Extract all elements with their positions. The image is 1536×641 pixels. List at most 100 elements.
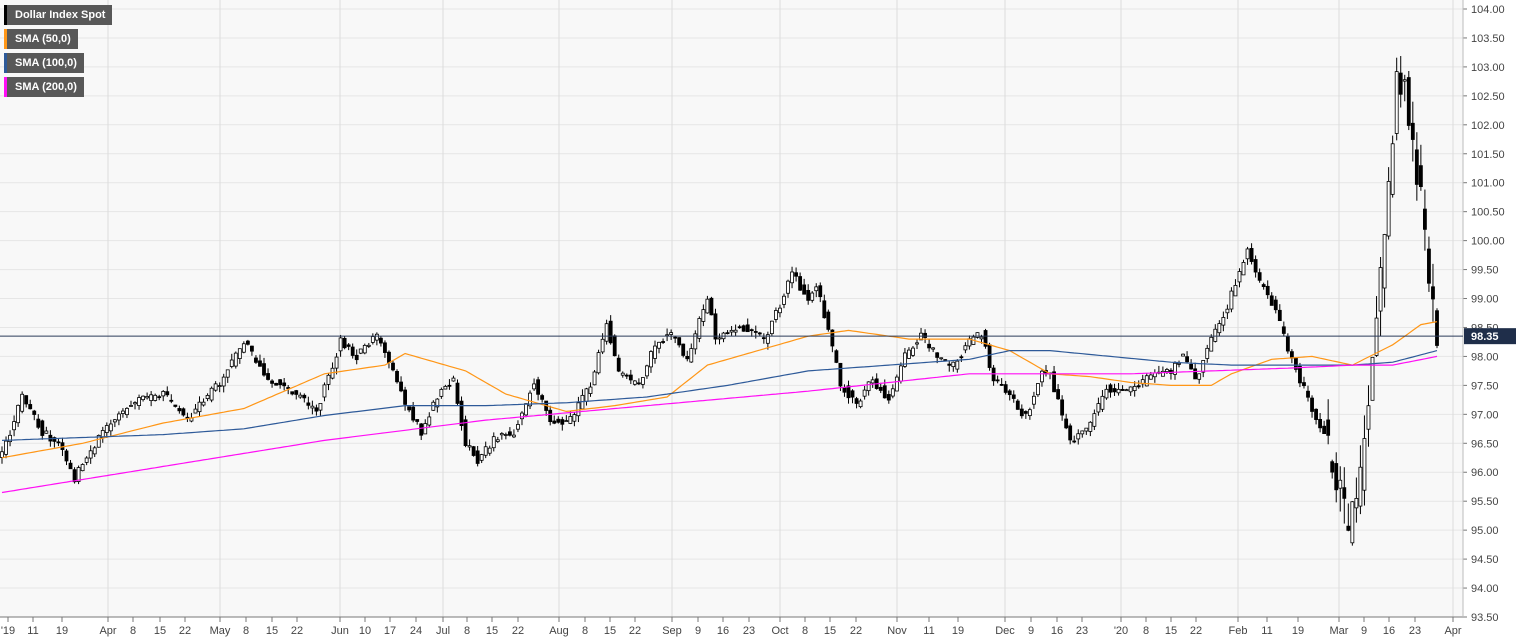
- candle-up: [592, 371, 597, 386]
- candle-up: [765, 334, 770, 344]
- candle-down: [552, 420, 557, 424]
- candle-up: [604, 323, 609, 342]
- candle-down: [1185, 356, 1189, 363]
- candle-down: [636, 382, 641, 385]
- candle-up: [217, 385, 222, 387]
- x-tick-label: 22: [179, 625, 191, 637]
- candle-up: [774, 310, 778, 320]
- candle-up: [0, 451, 4, 458]
- candle-up: [1124, 389, 1129, 392]
- candle-down: [616, 357, 621, 372]
- candle-down: [991, 367, 996, 382]
- candle-down: [64, 450, 69, 462]
- x-tick-label: 8: [464, 625, 470, 637]
- candle-down: [1253, 259, 1258, 273]
- candle-up: [96, 435, 101, 448]
- candle-up: [532, 383, 536, 390]
- candle-up: [153, 394, 158, 401]
- candle-up: [362, 344, 367, 354]
- candle-up: [443, 385, 448, 390]
- candle-down: [737, 326, 742, 329]
- candle-down: [254, 357, 258, 363]
- candle-up: [1084, 427, 1089, 432]
- candle-down: [1310, 397, 1314, 412]
- x-tick-label: 8: [582, 625, 588, 637]
- candle-up: [955, 360, 960, 370]
- candle-down: [999, 384, 1004, 386]
- candle-down: [475, 450, 480, 464]
- candle-up: [88, 450, 93, 459]
- candle-up: [814, 286, 819, 292]
- candle-down: [1108, 384, 1113, 393]
- candle-up: [1354, 498, 1359, 509]
- candle-down: [266, 373, 270, 380]
- x-tick-label: Apr: [99, 625, 116, 637]
- candle-up: [1201, 360, 1206, 373]
- candle-up: [649, 351, 653, 368]
- candle-up: [669, 332, 674, 335]
- candle-down: [1015, 400, 1020, 410]
- candle-down: [995, 379, 1000, 382]
- candle-down: [947, 363, 952, 366]
- candle-up: [1390, 143, 1395, 195]
- x-tick-label: Oct: [771, 625, 788, 637]
- candle-up: [141, 395, 145, 401]
- candle-up: [645, 365, 649, 377]
- candle-up: [499, 433, 504, 436]
- y-tick-label: 96.00: [1471, 467, 1499, 479]
- candle-down: [685, 355, 690, 360]
- candle-up: [1177, 362, 1181, 365]
- candle-down: [1342, 487, 1347, 499]
- candle-down: [32, 410, 37, 415]
- candle-down: [1064, 418, 1069, 429]
- candle-up: [729, 329, 734, 333]
- candle-up: [600, 338, 605, 353]
- candle-down: [471, 446, 476, 456]
- candle-up: [620, 372, 625, 376]
- candle-down: [536, 379, 541, 395]
- candle-up: [1092, 413, 1097, 427]
- x-tick-label: 16: [717, 625, 729, 637]
- candle-down: [354, 354, 359, 361]
- x-tick-label: 16: [1383, 625, 1395, 637]
- candle-up: [221, 376, 226, 387]
- candle-down: [1410, 122, 1415, 140]
- candle-down: [987, 344, 992, 368]
- candle-up: [975, 332, 980, 338]
- candle-up: [701, 309, 706, 322]
- candle-down: [455, 382, 460, 404]
- candle-up: [451, 377, 456, 382]
- candle-down: [745, 324, 750, 333]
- candle-up: [810, 292, 815, 301]
- candle-up: [495, 439, 500, 442]
- candle-up: [116, 413, 121, 421]
- y-tick-label: 104.00: [1471, 4, 1505, 16]
- candle-down: [173, 404, 178, 407]
- candle-down: [1330, 461, 1335, 473]
- candle-down: [1334, 463, 1339, 491]
- x-tick-label: 8: [243, 625, 249, 637]
- candle-up: [939, 357, 944, 360]
- candle-up: [1032, 395, 1036, 405]
- legend-swatch: [4, 53, 7, 73]
- candle-down: [677, 337, 682, 346]
- current-price-label: 98.35: [1471, 331, 1499, 343]
- x-tick-label: Dec: [995, 625, 1015, 637]
- candle-up: [205, 394, 210, 400]
- candle-down: [1269, 295, 1274, 306]
- candle-up: [44, 430, 49, 434]
- candle-down: [306, 402, 311, 406]
- candle-up: [1229, 290, 1234, 310]
- candle-down: [342, 337, 347, 349]
- legend-item-sma-200: SMA (200,0): [4, 77, 84, 97]
- candle-up: [689, 348, 694, 363]
- candle-up: [1378, 267, 1383, 312]
- candle-up: [213, 383, 218, 391]
- candle-up: [1237, 271, 1242, 283]
- candle-down: [411, 406, 416, 421]
- candle-down: [923, 332, 927, 338]
- candle-up: [717, 337, 722, 340]
- candle-up: [931, 347, 936, 350]
- candle-down: [68, 462, 73, 470]
- x-tick-label: 22: [291, 625, 303, 637]
